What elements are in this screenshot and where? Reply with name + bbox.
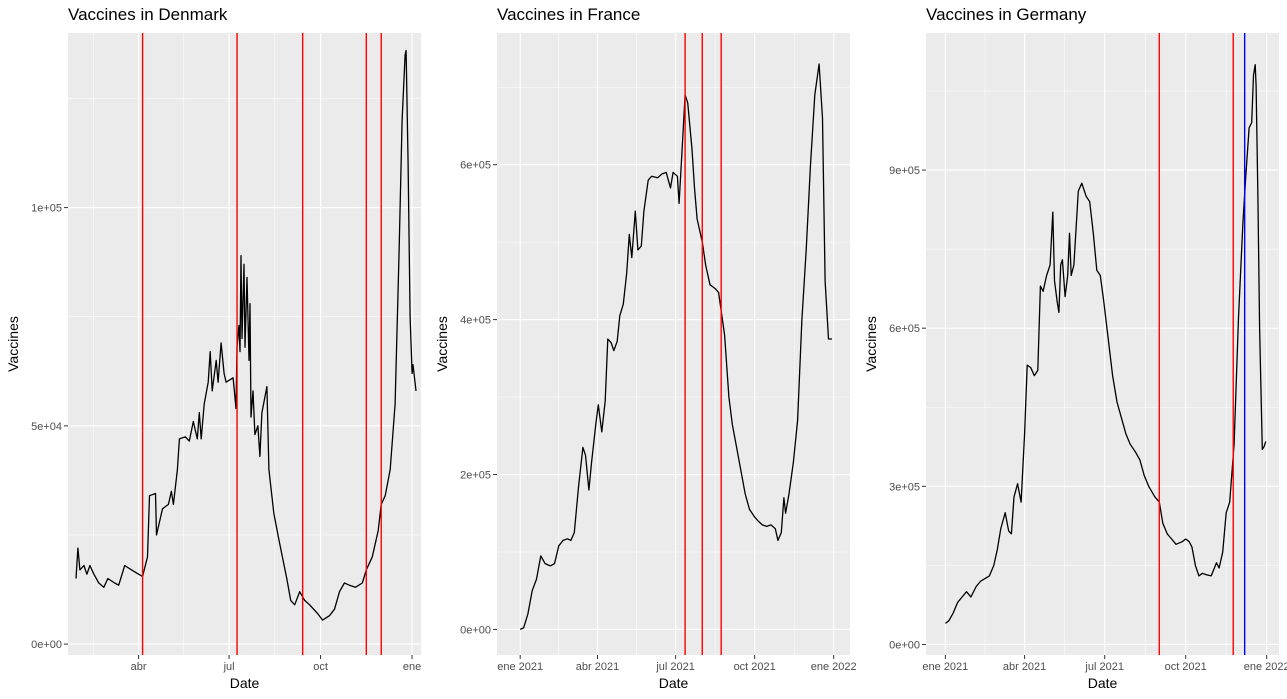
y-axis-label: Vaccines (434, 316, 450, 372)
x-tick-label: abr 2021 (1003, 661, 1046, 673)
chart-title: Vaccines in France (497, 5, 640, 24)
x-tick-label: oct 2021 (1165, 661, 1207, 673)
vaccine-series-line (519, 63, 832, 630)
x-tick-label: oct 2021 (734, 661, 776, 673)
x-tick-label: oct (313, 661, 328, 673)
x-tick-label: ene 2022 (811, 661, 857, 673)
x-tick-label: jul (223, 661, 235, 673)
y-tick-label: 2e+05 (460, 470, 491, 482)
chart-panel-3: ene 2021 abr 2021 jul 2021 oct 2021 ene 2022… (863, 5, 1287, 691)
y-tick-label: 4e+05 (460, 315, 491, 327)
chart-title: Vaccines in Denmark (68, 5, 228, 24)
y-tick-label: 0e+00 (889, 639, 920, 651)
x-tick-label: ene 2021 (497, 661, 543, 673)
y-axis-label: Vaccines (863, 316, 879, 372)
y-tick-label: 9e+05 (889, 165, 920, 177)
x-tick-label: jul 2021 (1084, 661, 1124, 673)
x-tick-label: ene 2022 (1244, 661, 1287, 673)
chart-title: Vaccines in Germany (926, 5, 1087, 24)
y-tick-label: 0e+00 (31, 639, 62, 651)
x-axis-label: Date (659, 675, 689, 691)
x-tick-label: jul 2021 (655, 661, 695, 673)
y-tick-label: 3e+05 (889, 481, 920, 493)
panel-background (497, 33, 850, 655)
y-tick-label: 1e+05 (31, 203, 62, 215)
y-tick-label: 5e+04 (31, 421, 62, 433)
x-tick-label: abr 2021 (576, 661, 619, 673)
chart-panel-2: ene 2021 abr 2021 jul 2021 oct 2021 ene 2022… (434, 5, 857, 691)
x-tick-label: abr (131, 661, 147, 673)
x-tick-label: ene 2021 (922, 661, 968, 673)
y-axis-label: Vaccines (5, 316, 21, 372)
y-tick-label: 0e+00 (460, 624, 491, 636)
chart-panel-1: abr jul oct ene 0e+00 5e+04 1e+05 Vaccines in D… (5, 5, 421, 691)
x-tick-label: ene (403, 661, 421, 673)
vaccine-series-line (945, 63, 1267, 624)
y-tick-label: 6e+05 (460, 160, 491, 172)
vaccine-series-line (75, 49, 417, 621)
x-axis-label: Date (1088, 675, 1118, 691)
x-axis-label: Date (230, 675, 260, 691)
y-tick-label: 6e+05 (889, 323, 920, 335)
